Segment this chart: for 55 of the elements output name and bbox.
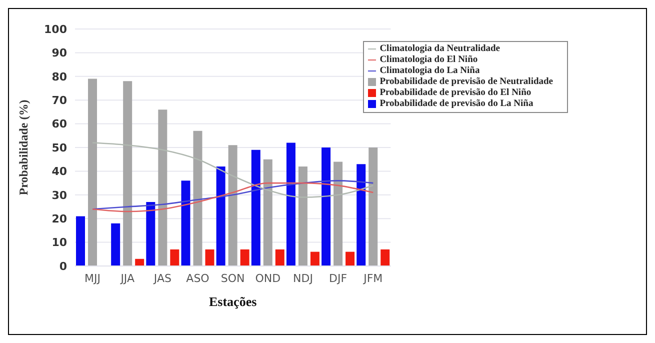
bar [123, 81, 132, 266]
bar [135, 258, 144, 266]
bar [275, 249, 284, 266]
x-axis-title: Estações [209, 294, 257, 309]
bar [146, 202, 156, 266]
x-tick-label: SON [220, 272, 245, 285]
bar [228, 145, 238, 266]
y-tick-label: 100 [44, 22, 68, 36]
legend-label: Climatologia do La Niña [380, 66, 480, 76]
bar [193, 130, 202, 266]
bar [181, 180, 190, 266]
bar [170, 249, 180, 266]
legend-label: Climatologia da Neutralidade [380, 44, 500, 54]
x-tick-label: ASO [186, 272, 210, 285]
bar [158, 110, 168, 266]
legend-label: Climatologia do El Niño [380, 55, 478, 65]
bar [310, 252, 320, 266]
bar [88, 78, 97, 266]
y-tick-label: 90 [52, 46, 68, 60]
y-tick-label: 80 [52, 70, 68, 84]
bar [263, 159, 272, 266]
y-tick-label: 30 [52, 188, 68, 202]
bar [346, 252, 355, 266]
y-tick-label: 10 [52, 236, 68, 250]
x-tick-label: JFM [362, 272, 383, 285]
bar [334, 162, 343, 266]
bar [205, 249, 214, 266]
legend-label: Probabilidade de previsão do La Niña [380, 99, 534, 109]
bar [240, 249, 250, 266]
y-axis-title: Probabilidade (%) [16, 100, 30, 196]
line-series [92, 142, 374, 198]
x-tick-label: JJA [120, 272, 135, 285]
bar [368, 148, 378, 266]
bar [251, 150, 260, 266]
bar [216, 166, 226, 266]
bar [286, 142, 296, 266]
bar [322, 148, 331, 266]
y-tick-label: 0 [59, 260, 68, 273]
x-tick-label: JAS [152, 272, 172, 285]
legend-label: Probabilidade de previsão de Neutralidade [380, 77, 553, 87]
y-tick-label: 20 [52, 212, 68, 226]
y-tick-label: 40 [52, 165, 68, 178]
legend-label: Probabilidade de previsão do El Niño [380, 88, 532, 98]
bar [380, 249, 390, 266]
x-tick-label: OND [255, 272, 281, 285]
y-tick-label: 70 [52, 94, 68, 108]
bar [298, 166, 308, 266]
y-tick-label: 50 [52, 141, 68, 154]
x-tick-label: NDJ [293, 272, 313, 285]
bar [111, 223, 120, 266]
x-tick-label: DJF [329, 272, 348, 285]
x-tick-label: MJJ [84, 272, 101, 285]
bar [356, 164, 366, 266]
y-tick-label: 60 [52, 118, 68, 131]
bar [76, 216, 85, 266]
